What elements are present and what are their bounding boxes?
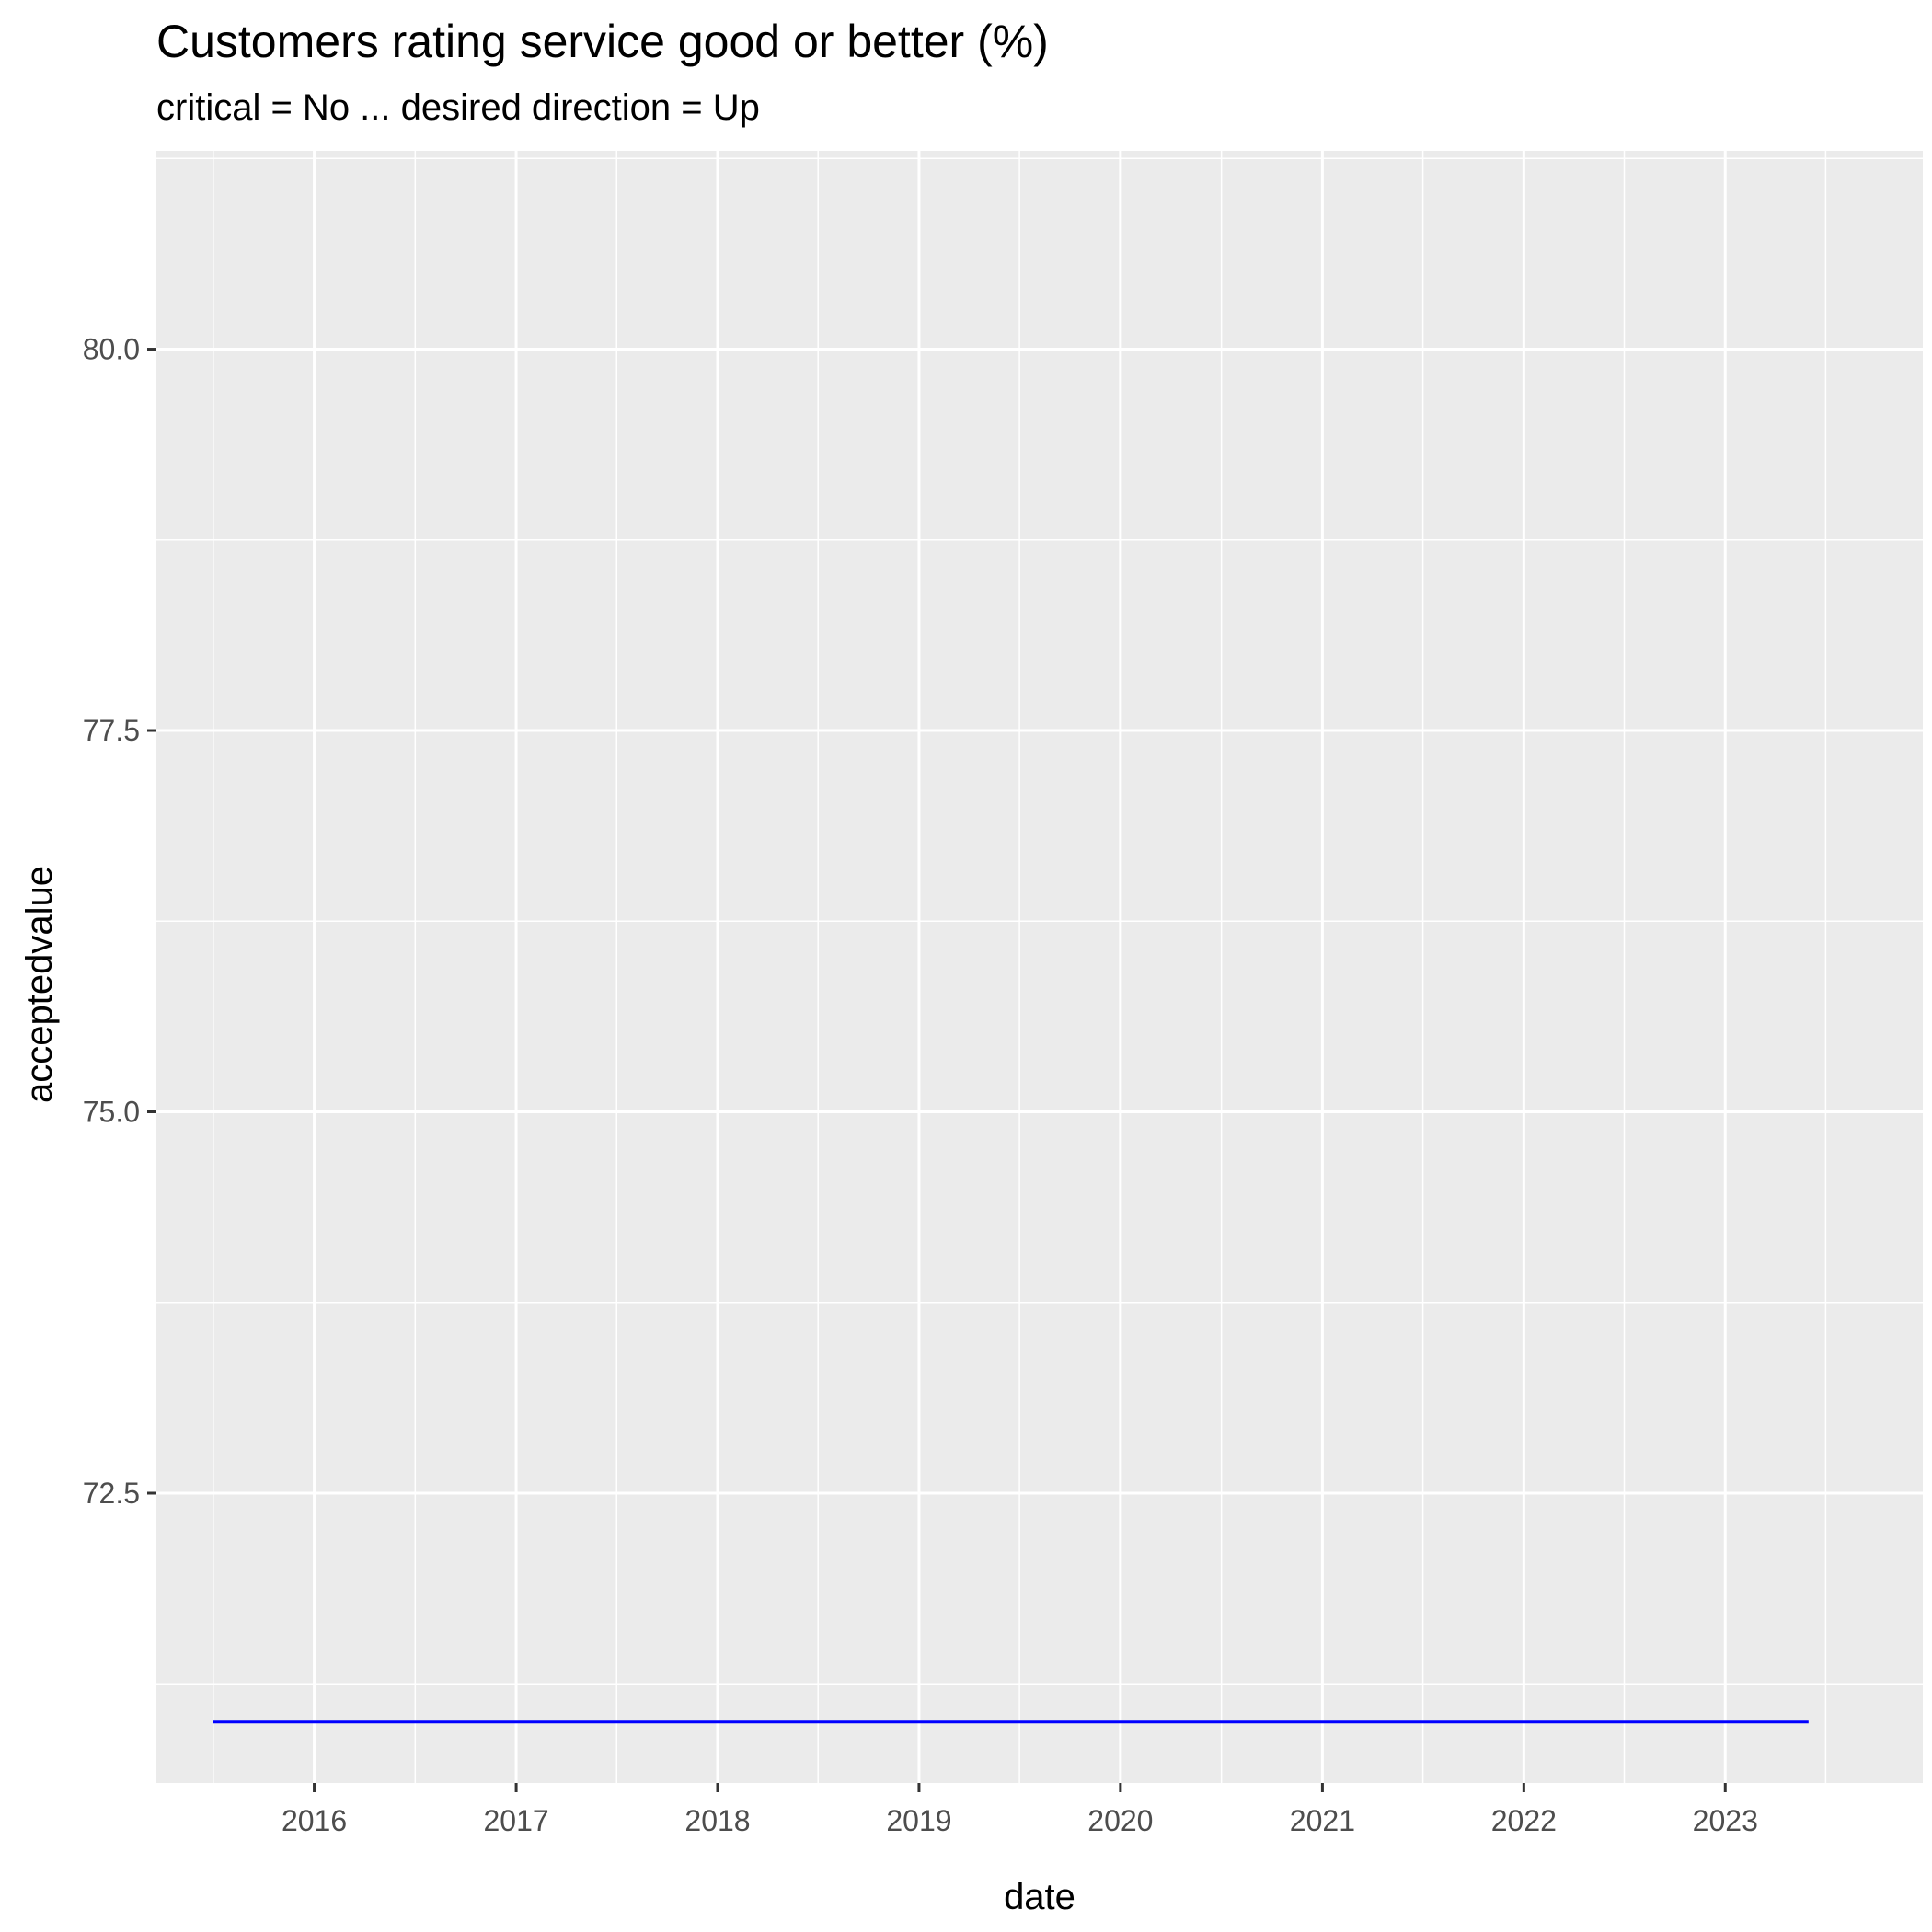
y-tick-label: 72.5 (83, 1477, 140, 1510)
x-axis-title: date (1004, 1877, 1075, 1917)
x-tick-label: 2021 (1290, 1804, 1355, 1837)
chart-title: Customers rating service good or better … (156, 16, 1049, 67)
y-axis-title: acceptedvalue (19, 866, 60, 1103)
chart-subtitle: critical = No ... desired direction = Up (156, 87, 760, 128)
grid-lines (156, 151, 1923, 1783)
x-tick-label: 2017 (483, 1804, 548, 1837)
y-tick-label: 75.0 (83, 1096, 140, 1129)
x-tick-label: 2020 (1087, 1804, 1153, 1837)
y-tick-label: 77.5 (83, 714, 140, 747)
x-tick-label: 2019 (886, 1804, 951, 1837)
x-tick-label: 2016 (282, 1804, 347, 1837)
y-tick-label: 80.0 (83, 333, 140, 366)
x-tick-label: 2023 (1693, 1804, 1758, 1837)
x-tick-label: 2018 (684, 1804, 750, 1837)
plot-panel (156, 151, 1923, 1783)
x-tick-label: 2022 (1491, 1804, 1557, 1837)
axes: 2016 2017 2018 2019 2020 2021 2022 2023 72.5 75.0… (83, 333, 1758, 1837)
